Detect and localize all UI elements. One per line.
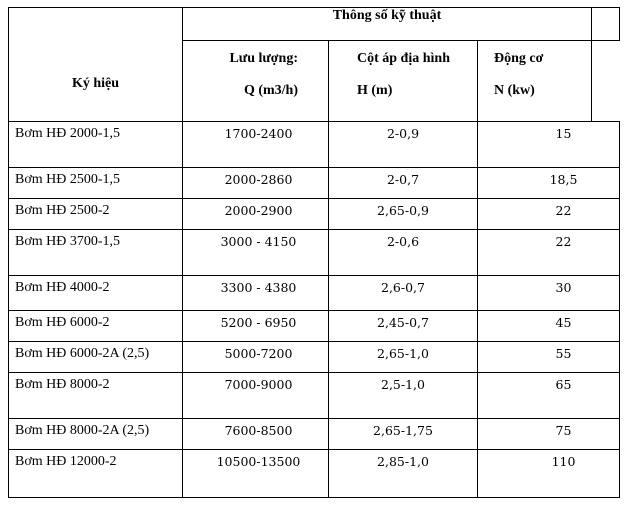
cell-head: 2-0,9 xyxy=(328,120,478,169)
cell-motor: 65 xyxy=(477,371,620,419)
table-row: Bơm HĐ 6000-2 5200 - 6950 2,45-0,7 45 xyxy=(8,309,620,342)
cell-head: 2-0,7 xyxy=(328,167,478,200)
cell-motor: 22 xyxy=(477,228,620,277)
header-motor: Động cơ N (kw) xyxy=(477,39,592,123)
cell-head: 2,65-1,0 xyxy=(328,340,478,373)
table-row: Bơm HĐ 6000-2A (2,5) 5000-7200 2,65-1,0 … xyxy=(8,340,620,373)
cell-name: Bơm HĐ 4000-2 xyxy=(8,275,183,311)
cell-flow: 5000-7200 xyxy=(182,340,329,373)
cell-flow: 2000-2900 xyxy=(182,198,329,230)
cell-motor: 15 xyxy=(477,120,620,169)
header-head-line2: H (m) xyxy=(357,82,393,98)
cell-head: 2-0,6 xyxy=(328,228,478,277)
header-row-group: Ký hiệu Thông số kỹ thuật xyxy=(8,7,620,122)
cell-flow: 7000-9000 xyxy=(182,371,329,419)
cell-head: 2,85-1,0 xyxy=(328,448,478,499)
header-head-line1: Cột áp địa hình xyxy=(357,50,450,66)
cell-head: 2,6-0,7 xyxy=(328,275,478,311)
cell-flow: 3000 - 4150 xyxy=(182,228,329,277)
table-row: Bơm HĐ 2500-1,5 2000-2860 2-0,7 18,5 xyxy=(8,167,620,200)
cell-motor: 30 xyxy=(477,275,620,311)
header-gap xyxy=(591,7,620,41)
header-tail xyxy=(591,39,620,122)
cell-motor: 110 xyxy=(477,448,620,499)
header-group-title: Thông số kỹ thuật xyxy=(182,7,592,41)
table-row: Bơm HĐ 3700-1,5 3000 - 4150 2-0,6 22 xyxy=(8,228,620,277)
cell-flow: 3300 - 4380 xyxy=(182,275,329,311)
table-row: Bơm HĐ 8000-2A (2,5) 7600-8500 2,65-1,75… xyxy=(8,417,620,450)
cell-flow: 7600-8500 xyxy=(182,417,329,450)
cell-motor: 18,5 xyxy=(477,167,620,200)
table-row: Bơm HĐ 12000-2 10500-13500 2,85-1,0 110 xyxy=(8,448,620,499)
cell-name: Bơm HĐ 8000-2 xyxy=(8,371,183,419)
cell-head: 2,65-1,75 xyxy=(328,417,478,450)
cell-head: 2,45-0,7 xyxy=(328,309,478,342)
cell-flow: 2000-2860 xyxy=(182,167,329,200)
cell-motor: 55 xyxy=(477,340,620,373)
header-flow-line2: Q (m3/h) xyxy=(243,82,298,98)
table-row: Bơm HĐ 8000-2 7000-9000 2,5-1,0 65 xyxy=(8,371,620,419)
cell-name: Bơm HĐ 2500-2 xyxy=(8,198,183,230)
cell-name: Bơm HĐ 6000-2A (2,5) xyxy=(8,340,183,373)
header-flow: Lưu lượng: Q (m3/h) xyxy=(182,39,329,123)
cell-name: Bơm HĐ 8000-2A (2,5) xyxy=(8,417,183,450)
header-symbol: Ký hiệu xyxy=(8,7,183,122)
cell-flow: 10500-13500 xyxy=(182,448,329,499)
cell-motor: 22 xyxy=(477,198,620,230)
cell-name: Bơm HĐ 6000-2 xyxy=(8,309,183,342)
header-motor-line1: Động cơ xyxy=(494,50,544,66)
cell-motor: 45 xyxy=(477,309,620,342)
header-motor-line2: N (kw) xyxy=(494,82,535,98)
cell-flow: 5200 - 6950 xyxy=(182,309,329,342)
cell-name: Bơm HĐ 12000-2 xyxy=(8,448,183,499)
cell-head: 2,65-0,9 xyxy=(328,198,478,230)
cell-name: Bơm HĐ 3700-1,5 xyxy=(8,228,183,277)
cell-flow: 1700-2400 xyxy=(182,120,329,169)
cell-name: Bơm HĐ 2500-1,5 xyxy=(8,167,183,200)
table-row: Bơm HĐ 4000-2 3300 - 4380 2,6-0,7 30 xyxy=(8,275,620,311)
header-row-sub: Lưu lượng: Q (m3/h) Cột áp địa hình H (m… xyxy=(9,39,620,123)
header-head: Cột áp địa hình H (m) xyxy=(328,39,478,123)
cell-motor: 75 xyxy=(477,417,620,450)
table-row: Bơm HĐ 2500-2 2000-2900 2,65-0,9 22 xyxy=(8,198,620,230)
pump-spec-table: Ký hiệu Thông số kỹ thuật Lưu lượng: Q (… xyxy=(8,7,620,499)
table-row: Bơm HĐ 2000-1,5 1700-2400 2-0,9 15 xyxy=(8,120,620,169)
cell-name: Bơm HĐ 2000-1,5 xyxy=(8,120,183,169)
cell-head: 2,5-1,0 xyxy=(328,371,478,419)
header-flow-line1: Lưu lượng: xyxy=(229,50,298,66)
